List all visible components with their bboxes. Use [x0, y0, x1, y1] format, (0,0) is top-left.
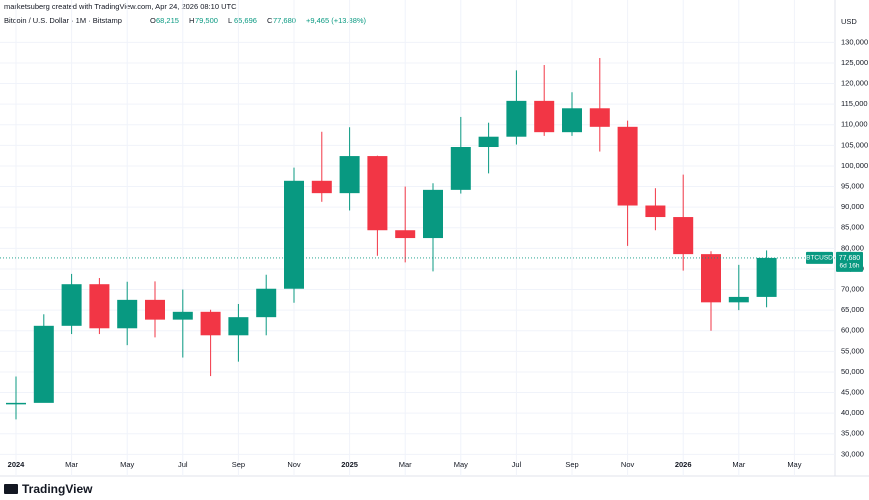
ohlc-key: H — [189, 16, 194, 25]
y-tick-label: 70,000 — [841, 285, 864, 294]
x-tick-label: 2024 — [8, 460, 26, 469]
candle-body — [645, 205, 666, 218]
candle-body — [339, 156, 360, 194]
y-tick-label: 110,000 — [841, 120, 868, 129]
ohlc-key: O — [150, 16, 156, 25]
candle-body — [756, 257, 777, 297]
ohlc-key: L — [228, 16, 232, 25]
ohlc-header: O 68,215 H 79,500 L 65,696 C 77,680 +9,465 (+13.… — [150, 16, 367, 25]
candle-body — [562, 108, 582, 133]
candle-body — [589, 108, 610, 127]
candle-body — [61, 284, 82, 326]
y-tick-label: 100,000 — [841, 161, 868, 170]
candle-body — [617, 126, 638, 206]
x-tick-label: Mar — [399, 460, 412, 469]
y-tick-label: 125,000 — [841, 58, 868, 67]
candle-body — [534, 100, 555, 133]
y-tick-label: 90,000 — [841, 202, 864, 211]
x-tick-label: May — [454, 460, 468, 469]
candle-body — [228, 317, 249, 336]
x-tick-label: 2026 — [675, 460, 692, 469]
candle-body — [89, 284, 110, 329]
x-tick-label: Mar — [65, 460, 78, 469]
candle-body — [478, 136, 499, 148]
change: +9,465 (+13.88%) — [306, 16, 367, 25]
y-tick-label: 65,000 — [841, 305, 864, 314]
candle-body — [423, 189, 443, 239]
chart-title: Bitcoin / U.S. Dollar · 1M · Bitstamp — [4, 16, 122, 25]
ohlc-value: 79,500 — [195, 16, 218, 25]
candle-body — [33, 325, 54, 403]
candle-body — [117, 299, 138, 329]
y-tick-label: 120,000 — [841, 79, 868, 88]
ohlc-key: C — [267, 16, 273, 25]
y-tick-label: 55,000 — [841, 346, 864, 355]
x-tick-label: Jul — [178, 460, 188, 469]
candle-body — [256, 288, 277, 318]
y-tick-label: 80,000 — [841, 243, 864, 252]
credit: marketsuberg created with TradingView.co… — [4, 2, 237, 11]
price-tag — [836, 251, 863, 272]
candle-body — [200, 311, 221, 336]
currency: USD — [841, 17, 857, 26]
symbol: BTCUSD — [806, 255, 833, 262]
y-tick-label: 30,000 — [841, 449, 864, 458]
candle-body — [367, 156, 388, 231]
candle-body — [395, 230, 416, 239]
candle-body — [450, 147, 471, 190]
price-tag-value: 77,680 — [839, 255, 861, 262]
x-tick-label: 2025 — [341, 460, 358, 469]
y-tick-label: 50,000 — [841, 367, 864, 376]
candle-body — [673, 217, 694, 255]
logo-icon — [4, 484, 18, 494]
candle-body — [728, 296, 749, 303]
candle-body — [311, 180, 332, 194]
candle-body — [172, 311, 193, 320]
x-tick-label: Mar — [732, 460, 745, 469]
y-tick-label: 95,000 — [841, 182, 864, 191]
x-tick-label: May — [120, 460, 134, 469]
ohlc-value: 65,696 — [234, 16, 257, 25]
x-tick-label: Jul — [512, 460, 522, 469]
candle-body — [284, 180, 304, 289]
ohlc-value: 77,680 — [273, 16, 296, 25]
x-tick-label: Nov — [621, 460, 635, 469]
symbol-tag — [806, 251, 833, 264]
x-tick-label: Sep — [565, 460, 578, 469]
y-tick-label: 115,000 — [841, 99, 868, 108]
candle-body — [145, 299, 165, 320]
ohlc-value: 68,215 — [156, 16, 179, 25]
x-tick-label: Sep — [232, 460, 245, 469]
candle-body — [701, 254, 721, 303]
countdown: 6d 16h — [840, 263, 860, 270]
candle-body — [6, 402, 26, 405]
y-tick-label: 45,000 — [841, 388, 864, 397]
y-tick-label: 60,000 — [841, 326, 864, 335]
y-tick-label: 130,000 — [841, 37, 868, 46]
y-tick-label: 35,000 — [841, 429, 864, 438]
candle-body — [506, 100, 527, 137]
y-tick-label: 40,000 — [841, 408, 864, 417]
brand: TradingView — [22, 482, 93, 496]
y-tick-label: 105,000 — [841, 140, 868, 149]
y-tick-label: 85,000 — [841, 223, 864, 232]
x-tick-label: May — [787, 460, 801, 469]
x-tick-label: Nov — [287, 460, 301, 469]
